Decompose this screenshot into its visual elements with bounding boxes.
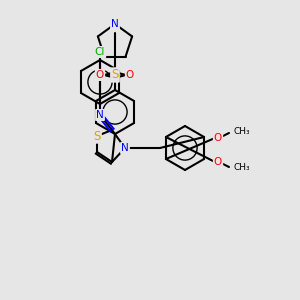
Text: O: O bbox=[214, 133, 222, 143]
Text: CH₃: CH₃ bbox=[234, 128, 250, 136]
Text: Cl: Cl bbox=[95, 47, 105, 57]
Text: O: O bbox=[214, 157, 222, 167]
Text: N: N bbox=[111, 19, 119, 29]
Text: S: S bbox=[111, 68, 119, 82]
Text: N: N bbox=[96, 110, 104, 120]
Text: O: O bbox=[126, 70, 134, 80]
Text: N: N bbox=[121, 143, 129, 153]
Text: O: O bbox=[96, 70, 104, 80]
Text: CH₃: CH₃ bbox=[234, 164, 250, 172]
Text: S: S bbox=[93, 130, 101, 142]
